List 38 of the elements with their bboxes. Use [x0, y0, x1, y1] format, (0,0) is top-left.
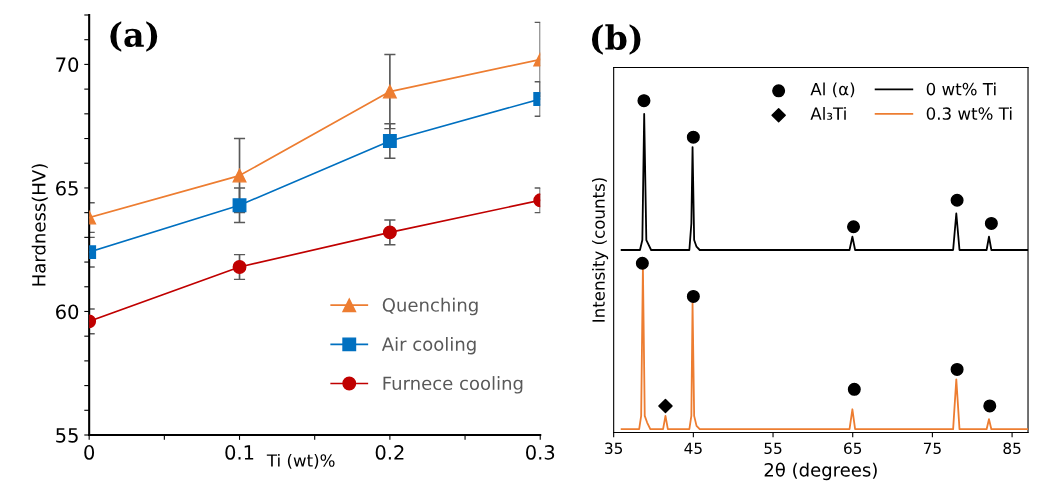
point: [983, 399, 997, 413]
point: [847, 382, 861, 396]
x-tick-label: 75: [923, 442, 941, 455]
chart-title: (a): [110, 21, 158, 52]
point: [635, 256, 649, 270]
point: [847, 220, 861, 234]
legend-label: Al (α): [810, 82, 855, 98]
point: [686, 289, 700, 303]
x-tick-label: 0.3: [526, 445, 555, 460]
x-tick-label: 65: [844, 442, 862, 455]
x-tick-label: 0: [84, 445, 95, 460]
point: [637, 94, 651, 108]
x-tick-label: 55: [764, 442, 782, 455]
legend-label: Al₃Ti: [810, 106, 846, 120]
chart-title: (b): [591, 24, 641, 55]
x-tick-label: 0.1: [225, 445, 254, 460]
y-tick-label: 60: [56, 304, 79, 320]
legend-label: Furnece cooling: [383, 376, 523, 394]
legend-label: 0 wt% Ti: [926, 82, 996, 96]
y-tick-label: 65: [56, 180, 78, 196]
y-axis-title: Intensity (counts): [591, 178, 609, 322]
point: [984, 216, 998, 230]
legend-label: Air cooling: [381, 336, 476, 355]
legend-label: 0.3 wt% Ti: [926, 106, 1012, 120]
point: [950, 362, 964, 376]
point: [658, 398, 673, 414]
x-axis-title: Ti (wt)%: [266, 453, 335, 469]
legend-label: Quenching: [382, 297, 478, 316]
x-tick-label: 0.2: [375, 445, 404, 460]
x-tick-label: 45: [684, 442, 702, 455]
x-tick-label: 85: [1003, 442, 1021, 455]
x-axis-title: 2θ (degrees): [764, 462, 877, 481]
point: [950, 193, 964, 207]
y-axis-title: Hardness(HV): [31, 164, 48, 286]
y-tick-label: 55: [56, 428, 78, 443]
x-tick-label: 35: [605, 442, 623, 455]
y-tick-label: 70: [56, 57, 79, 73]
point: [686, 130, 700, 144]
